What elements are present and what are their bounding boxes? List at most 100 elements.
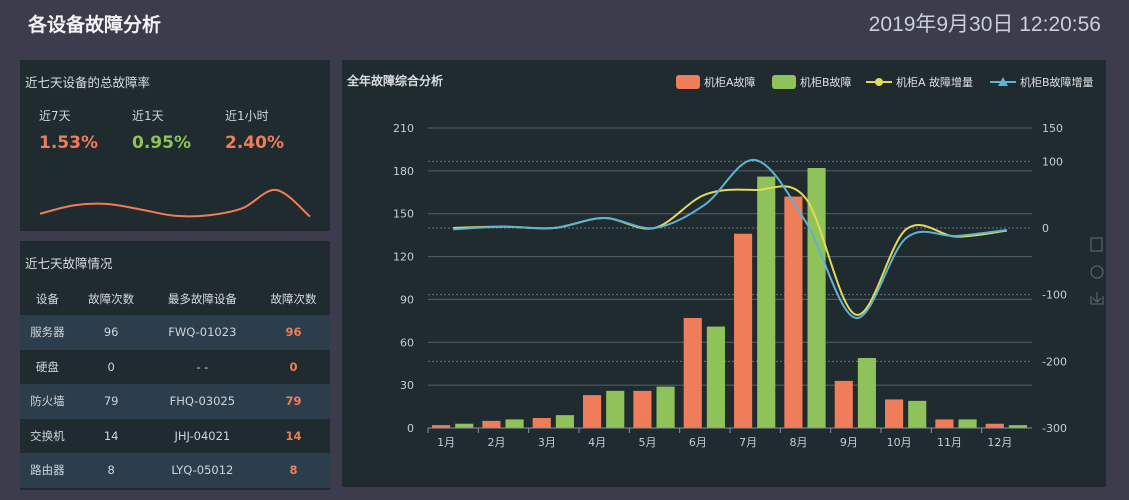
stat-label: 近7天 xyxy=(39,109,71,123)
bar-b xyxy=(757,176,776,428)
count-cell: 14 xyxy=(103,428,119,443)
x-axis-label: 5月 xyxy=(639,436,657,449)
left-axis-tick: 150 xyxy=(393,208,414,221)
column-header: 最多故障设备 xyxy=(167,292,237,306)
bar-a xyxy=(532,418,551,428)
x-axis-label: 11月 xyxy=(937,436,962,449)
right-axis-tick: 150 xyxy=(1042,122,1063,135)
top-device-cell: LYQ-05012 xyxy=(147,453,258,488)
count-cell: 0 xyxy=(107,359,115,374)
top-count-cell: 8 xyxy=(257,453,330,488)
bar-a xyxy=(633,390,652,428)
legend-label: 机柜A 故障增量 xyxy=(896,76,974,89)
column-header: 设备 xyxy=(35,292,59,306)
data-view-icon[interactable] xyxy=(1090,237,1103,252)
bar-b xyxy=(505,419,524,428)
table-row[interactable]: 路由器 8 LYQ-05012 8 xyxy=(20,453,330,488)
legend-item[interactable]: 机柜A故障 xyxy=(676,74,756,90)
count-cell: 79 xyxy=(74,384,148,419)
bar-b xyxy=(555,415,574,428)
bar-b xyxy=(958,419,977,428)
annual-fault-chart: 0 30 60 90 120 150 180 210 -300 -200 -100 0 100 150 1月… xyxy=(393,122,1104,449)
datetime: 2019年9月30日 12:20:56 xyxy=(868,13,1101,36)
right-axis-tick: -300 xyxy=(1042,422,1067,435)
device-cell: 硬盘 xyxy=(35,359,59,374)
table-row[interactable]: 硬盘 0 - - 0 xyxy=(20,350,330,385)
bar-a xyxy=(583,395,602,428)
legend-item[interactable]: 机柜B故障增量 xyxy=(990,74,1094,90)
bar-b xyxy=(1008,425,1027,428)
chart-title: 全年故障综合分析 xyxy=(347,74,444,88)
legend-label: 机柜B故障增量 xyxy=(1020,76,1094,89)
table-row[interactable]: 防火墙 79 FHQ-03025 79 xyxy=(20,384,330,419)
stat-label: 近1天 xyxy=(132,109,164,123)
legend-label: 机柜B故障 xyxy=(800,76,852,89)
legend-swatch-icon xyxy=(772,75,796,89)
bar-b xyxy=(606,390,625,428)
device-cell: 服务器 xyxy=(20,315,75,350)
bar-a xyxy=(432,425,451,428)
restore-icon[interactable] xyxy=(1090,265,1104,279)
legend-item[interactable]: 机柜B故障 xyxy=(772,74,852,90)
table-row[interactable]: 交换机 14 JHJ-04021 14 xyxy=(20,419,330,454)
bar-a xyxy=(734,233,753,428)
left-axis-tick: 60 xyxy=(400,336,414,349)
left-axis-tick: 30 xyxy=(400,379,414,392)
bar-a xyxy=(482,420,501,428)
legend-label: 机柜A故障 xyxy=(704,76,756,89)
trend-sparkline xyxy=(39,188,311,218)
x-axis-label: 12月 xyxy=(987,436,1012,449)
annual-chart-panel: 全年故障综合分析 机柜A故障 机柜B故障 机柜A 故障增量 机柜B故障增量 0 30 60… xyxy=(342,60,1106,487)
x-axis-label: 4月 xyxy=(588,436,606,449)
bar-b xyxy=(455,423,474,428)
right-axis-tick: -200 xyxy=(1042,355,1067,368)
device-cell: 防火墙 xyxy=(20,384,75,419)
x-axis-label: 1月 xyxy=(437,436,455,449)
column-header: 故障次数 xyxy=(270,292,317,306)
x-axis-label: 10月 xyxy=(887,436,912,449)
top-device-cell: JHJ-04021 xyxy=(174,428,231,443)
x-axis-label: 3月 xyxy=(538,436,556,449)
table-row[interactable]: 服务器 96 FWQ-01023 96 xyxy=(20,315,330,350)
save-image-icon[interactable] xyxy=(1090,292,1104,305)
bar-a xyxy=(784,196,803,428)
bar-a xyxy=(834,380,853,428)
top-device-cell: FWQ-01023 xyxy=(147,315,258,350)
fault-table-panel: 近七天故障情况 设备 故障次数 最多故障设备 故障次数 服务器 96 FWQ-01023 9… xyxy=(20,241,330,490)
stat-value: 0.95% xyxy=(132,133,191,153)
line-series-a xyxy=(453,185,1007,316)
count-cell: 96 xyxy=(74,315,148,350)
bar-a xyxy=(935,419,954,428)
panel-title: 近七天故障情况 xyxy=(25,256,113,271)
count-cell: 8 xyxy=(74,453,148,488)
top-count-cell: 0 xyxy=(289,359,298,374)
left-axis-tick: 210 xyxy=(393,122,414,135)
stat-label: 近1小时 xyxy=(225,109,269,123)
bar-a xyxy=(985,423,1004,428)
right-axis-tick: -100 xyxy=(1042,289,1067,302)
x-axis-label: 9月 xyxy=(840,436,858,449)
fault-rate-panel: 近七天设备的总故障率 近7天 近1天 近1小时 1.53% 0.95% 2.40… xyxy=(20,60,330,231)
bar-b xyxy=(706,326,725,428)
legend-triangle-icon xyxy=(990,75,1016,89)
x-axis-label: 6月 xyxy=(689,436,707,449)
right-axis-tick: 0 xyxy=(1042,222,1049,235)
page-title: 各设备故障分析 xyxy=(28,14,162,36)
stat-value: 2.40% xyxy=(225,133,284,153)
line-series-b xyxy=(453,158,1007,319)
legend-swatch-icon xyxy=(676,75,700,89)
x-axis-label: 8月 xyxy=(790,436,808,449)
legend-circle-icon xyxy=(866,75,892,89)
left-axis-tick: 120 xyxy=(393,251,414,264)
left-axis-tick: 90 xyxy=(400,293,414,306)
top-device-cell: FHQ-03025 xyxy=(147,384,258,419)
stat-value: 1.53% xyxy=(39,133,98,153)
device-cell: 路由器 xyxy=(20,453,75,488)
top-count-cell: 79 xyxy=(257,384,330,419)
panel-title: 近七天设备的总故障率 xyxy=(25,75,151,90)
trend-line xyxy=(39,188,311,218)
bar-b xyxy=(857,358,876,428)
left-axis-tick: 180 xyxy=(393,165,414,178)
bar-b xyxy=(656,386,675,428)
legend-item[interactable]: 机柜A 故障增量 xyxy=(866,74,973,90)
